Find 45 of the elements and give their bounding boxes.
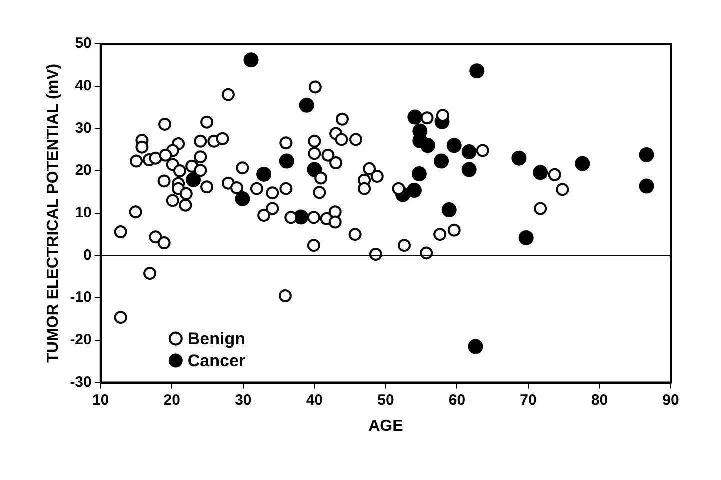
point xyxy=(408,110,423,125)
point xyxy=(533,165,548,180)
point xyxy=(446,138,462,154)
legend-label: Cancer xyxy=(188,351,246,370)
point xyxy=(639,178,654,194)
point xyxy=(470,64,485,79)
y-tick-label: -20 xyxy=(70,332,92,349)
y-tick-label: 50 xyxy=(75,35,92,52)
point xyxy=(256,166,272,182)
point xyxy=(186,172,202,188)
y-tick-label: 40 xyxy=(75,77,92,94)
point xyxy=(244,52,259,68)
point xyxy=(512,150,527,166)
x-axis-title: AGE xyxy=(368,418,404,435)
y-tick-label: -30 xyxy=(70,374,92,391)
x-tick-label: 90 xyxy=(662,392,680,409)
y-tick-label: -10 xyxy=(70,289,92,306)
x-tick-label: 40 xyxy=(306,392,324,409)
x-tick-label: 80 xyxy=(591,392,608,409)
x-tick-label: 70 xyxy=(520,392,537,409)
point xyxy=(442,202,457,218)
point xyxy=(279,154,294,169)
point xyxy=(406,183,422,198)
point xyxy=(235,192,250,206)
x-tick-label: 10 xyxy=(92,392,110,409)
point xyxy=(299,98,314,113)
x-tick-label: 20 xyxy=(164,392,180,409)
x-tick-label: 60 xyxy=(448,392,466,409)
point xyxy=(434,154,450,169)
x-tick-label: 30 xyxy=(235,392,252,409)
point xyxy=(575,156,590,172)
y-tick-label: 30 xyxy=(75,120,92,137)
point xyxy=(462,144,477,160)
legend-label: Benign xyxy=(188,329,246,348)
point xyxy=(462,162,477,178)
x-tick-label: 50 xyxy=(378,392,394,409)
y-tick-label: 20 xyxy=(75,162,92,180)
point xyxy=(639,147,654,162)
y-axis-title: TUMOR ELECTRICAL POTENTIAL (mV) xyxy=(45,64,62,363)
point xyxy=(420,138,436,154)
point xyxy=(412,166,427,182)
y-tick-label: 10 xyxy=(75,204,92,222)
point xyxy=(518,230,534,246)
y-tick-label: 0 xyxy=(84,246,92,264)
point xyxy=(468,339,484,354)
